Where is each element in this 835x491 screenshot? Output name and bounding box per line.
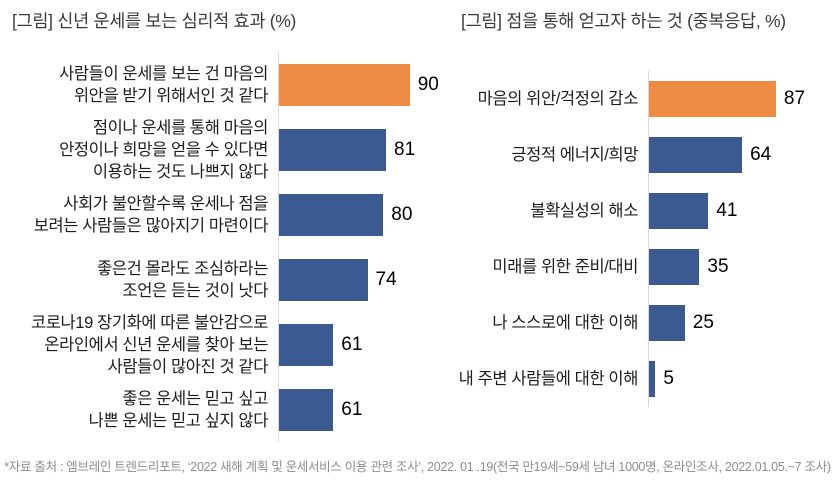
value-label: 81 xyxy=(394,138,416,160)
value-label: 87 xyxy=(783,88,806,109)
value-label: 74 xyxy=(375,268,397,290)
bar-row: 미래를 위한 준비/대비 35 xyxy=(445,239,835,295)
charts-container: [그림] 신년 운세를 보는 심리적 효과 (%) 사람들이 운세를 보는 건 … xyxy=(12,10,835,442)
bar-rows: 마음의 위안/걱정의 감소 87 긍정적 에너지/희망 64 불확실성의 해소 xyxy=(445,71,835,407)
bar-row: 불확실성의 해소 41 xyxy=(445,183,835,239)
bar-row: 점이나 운세를 통해 마음의 안정이나 희망을 얻을 수 있다면 이용하는 것도… xyxy=(12,117,440,182)
axis-line xyxy=(278,52,279,442)
value-label: 80 xyxy=(391,203,413,225)
bar-area: 41 xyxy=(648,183,835,239)
category-label: 좋은건 몰라도 조심하라는 조언은 듣는 것이 낫다 xyxy=(97,259,268,300)
category-label: 좋은 운세는 믿고 싶고 나쁜 운세는 믿고 싶지 않다 xyxy=(88,389,269,430)
bar-row: 나 스스로에 대한 이해 25 xyxy=(445,295,835,351)
right-chart: [그림] 점을 통해 얻고자 하는 것 (중복응답, %) 마음의 위안/걱정의… xyxy=(445,10,835,442)
category-label: 점이나 운세를 통해 마음의 안정이나 희망을 얻을 수 있다면 이용하는 것도… xyxy=(59,118,268,181)
bar-area: 25 xyxy=(648,295,835,351)
bar-area: 74 xyxy=(278,247,440,312)
bar-row: 좋은 운세는 믿고 싶고 나쁜 운세는 믿고 싶지 않다 61 xyxy=(12,377,440,442)
bar-rows: 사람들이 운세를 보는 건 마음의 위안을 받기 위해서인 것 같다 90 점이… xyxy=(12,52,440,442)
bar xyxy=(648,81,776,117)
value-label: 5 xyxy=(663,368,674,389)
bar xyxy=(648,361,656,397)
bar xyxy=(278,128,386,171)
value-label: 64 xyxy=(750,144,772,165)
bar-row: 사람들이 운세를 보는 건 마음의 위안을 받기 위해서인 것 같다 90 xyxy=(12,52,440,117)
bar-area: 90 xyxy=(278,52,440,117)
bar-row: 내 주변 사람들에 대한 이해 5 xyxy=(445,351,835,407)
bar-area: 87 xyxy=(648,71,835,127)
value-label: 61 xyxy=(341,333,363,355)
left-chart: [그림] 신년 운세를 보는 심리적 효과 (%) 사람들이 운세를 보는 건 … xyxy=(12,10,440,442)
category-label: 사람들이 운세를 보는 건 마음의 위안을 받기 위해서인 것 같다 xyxy=(59,64,268,105)
bar-area: 80 xyxy=(278,182,440,247)
category-label: 마음의 위안/걱정의 감소 xyxy=(477,90,639,108)
bar xyxy=(278,323,334,366)
bar-row: 긍정적 에너지/희망 64 xyxy=(445,127,835,183)
bar xyxy=(278,258,368,301)
bar xyxy=(278,388,334,431)
category-label: 긍정적 에너지/희망 xyxy=(511,146,638,164)
bar-area: 64 xyxy=(648,127,835,183)
bar-area: 5 xyxy=(648,351,835,407)
bar-area: 81 xyxy=(278,117,440,182)
bar xyxy=(648,193,709,229)
category-label: 사회가 불안할수록 운세나 점을 보려는 사람들은 많아지기 마련이다 xyxy=(33,194,269,235)
bar-area: 61 xyxy=(278,312,440,377)
axis-line xyxy=(648,71,649,407)
chart-title: [그림] 신년 운세를 보는 심리적 효과 (%) xyxy=(12,11,297,31)
bar xyxy=(648,305,685,341)
value-label: 90 xyxy=(417,73,439,95)
value-label: 25 xyxy=(692,312,714,333)
bar-area: 35 xyxy=(648,239,835,295)
value-label: 61 xyxy=(341,398,363,420)
bar-row: 좋은건 몰라도 조심하라는 조언은 듣는 것이 낫다 74 xyxy=(12,247,440,312)
bar-row: 마음의 위안/걱정의 감소 87 xyxy=(445,71,835,127)
category-label: 미래를 위한 준비/대비 xyxy=(492,258,638,276)
bar xyxy=(278,63,410,106)
bar xyxy=(648,137,743,173)
value-label: 41 xyxy=(716,200,738,221)
category-label: 내 주변 사람들에 대한 이해 xyxy=(458,370,639,388)
category-label: 코로나19 장기화에 따른 불안감으로 온라인에서 신년 운세를 찾아 보는 사… xyxy=(30,313,268,376)
bar-row: 코로나19 장기화에 따른 불안감으로 온라인에서 신년 운세를 찾아 보는 사… xyxy=(12,312,440,377)
chart-title: [그림] 점을 통해 얻고자 하는 것 (중복응답, %) xyxy=(461,11,786,31)
bar-row: 사회가 불안할수록 운세나 점을 보려는 사람들은 많아지기 마련이다 80 xyxy=(12,182,440,247)
category-label: 불확실성의 해소 xyxy=(530,202,638,220)
category-label: 나 스스로에 대한 이해 xyxy=(492,314,638,332)
bar xyxy=(648,249,700,285)
value-label: 35 xyxy=(707,256,729,277)
bar-area: 61 xyxy=(278,377,440,442)
bar xyxy=(278,193,384,236)
source-footnote: *자료 출처 : 엠브레인 트렌드리포트, ‘2022 새해 계획 및 운세서비… xyxy=(4,460,831,474)
